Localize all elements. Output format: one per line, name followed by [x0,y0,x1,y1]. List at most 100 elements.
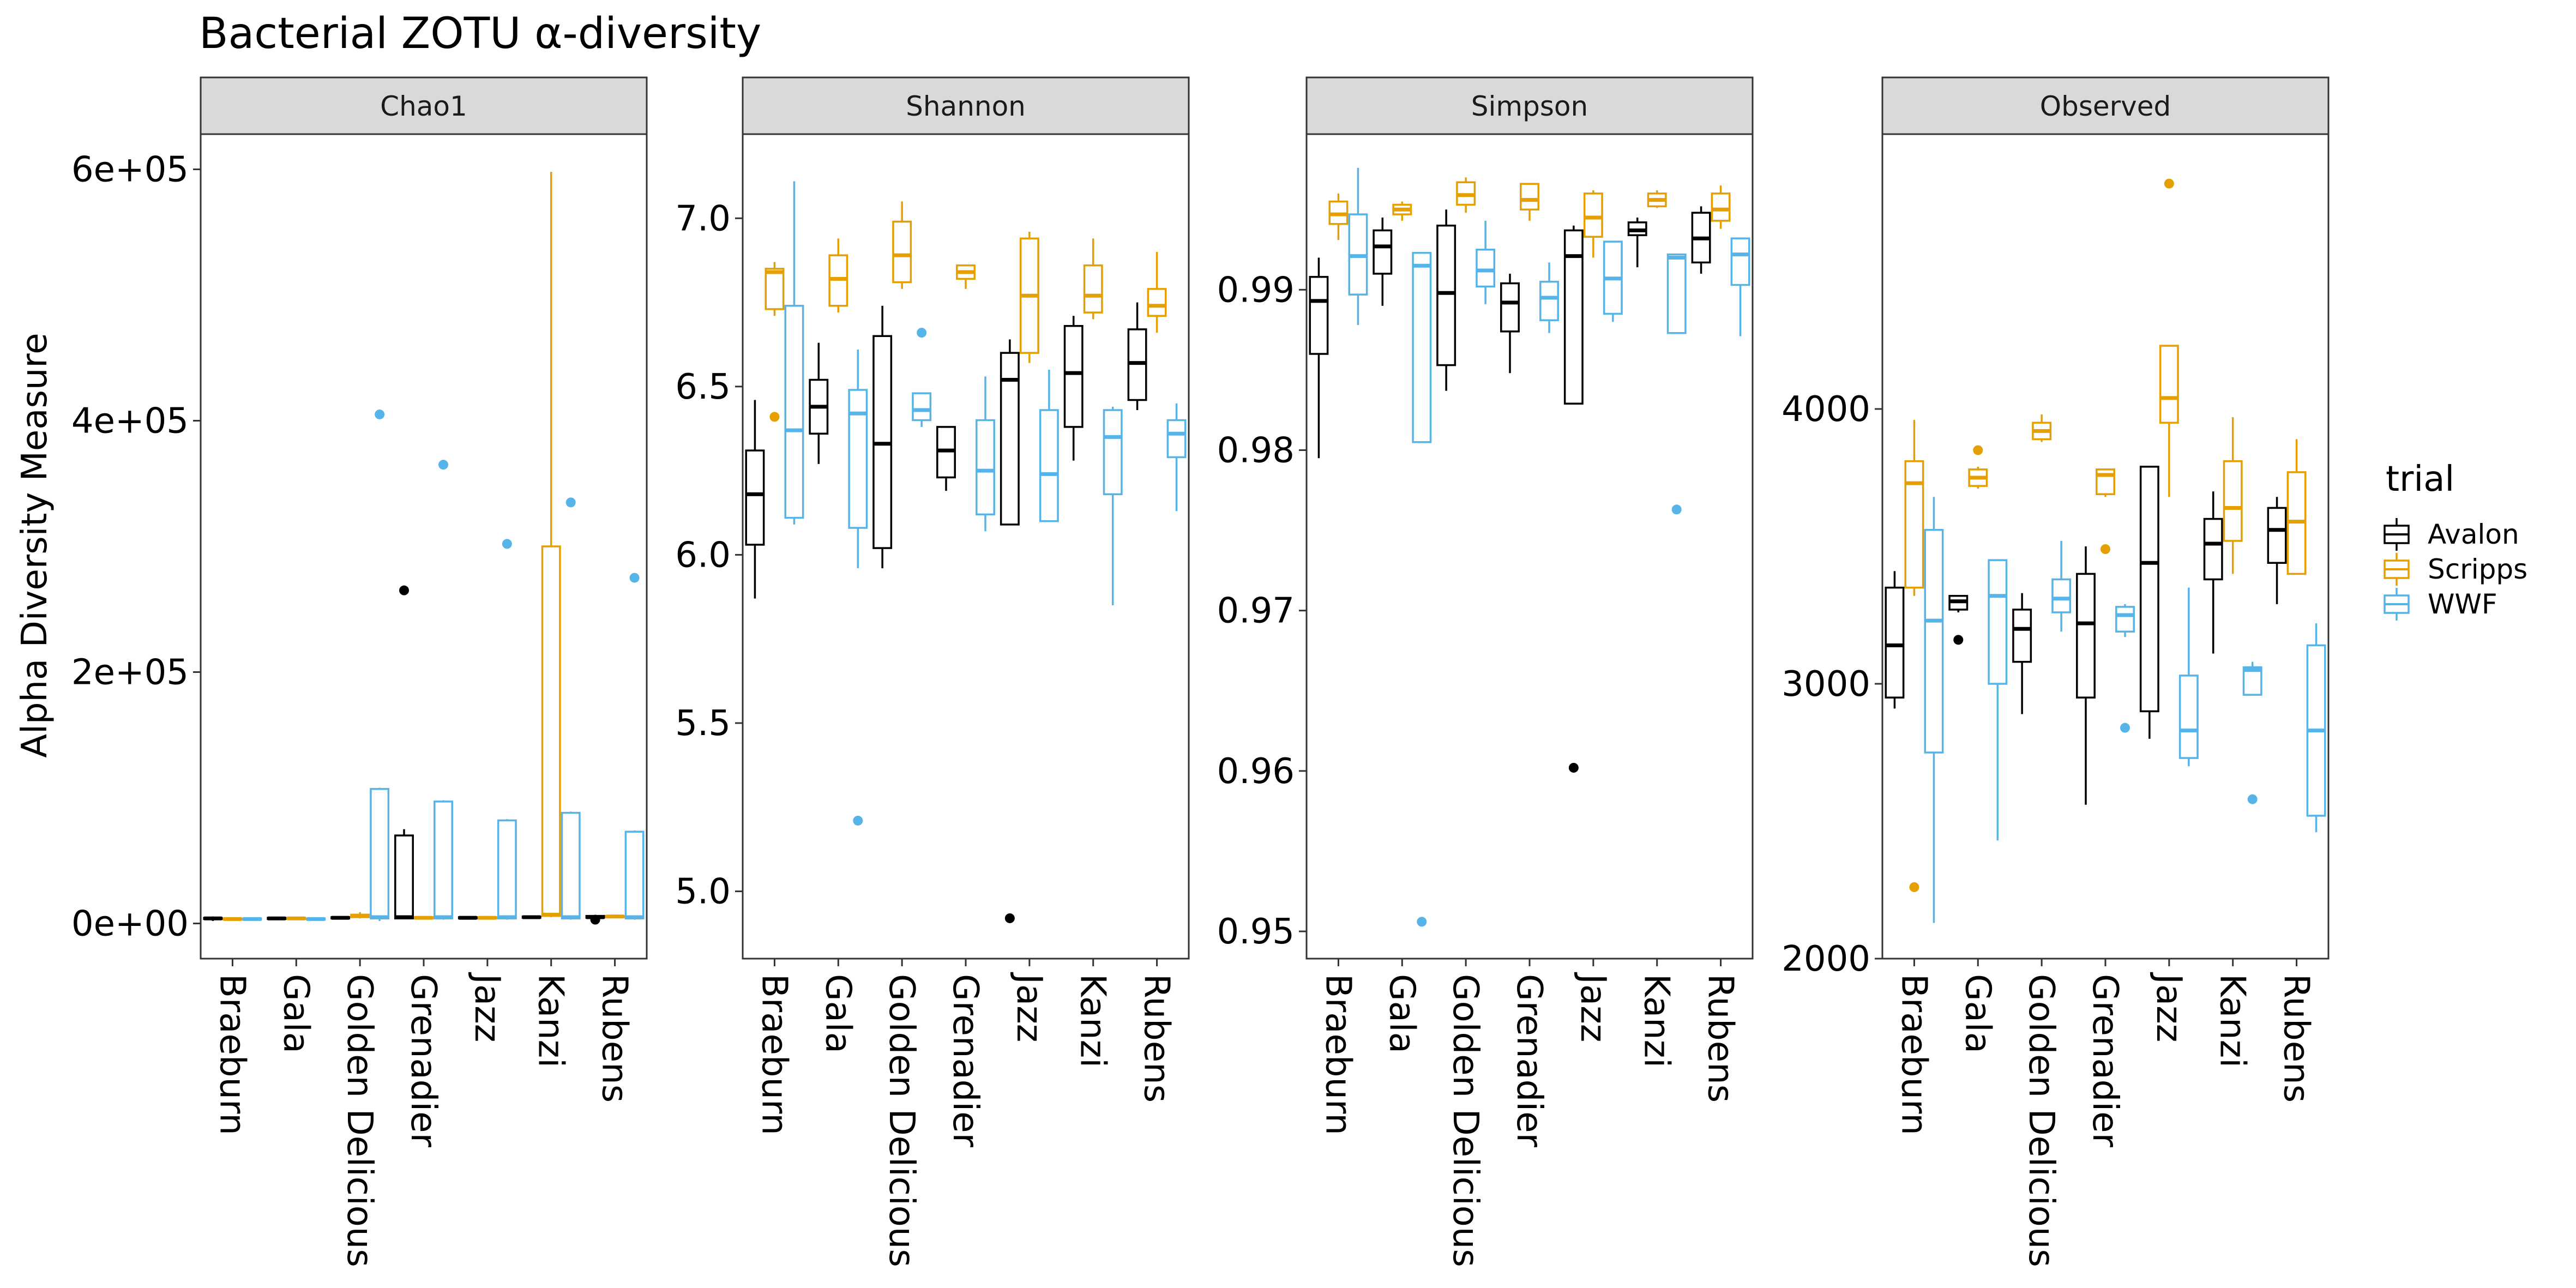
box-avalon [2267,497,2287,604]
y-tick-label: 6e+05 [71,150,189,190]
box-body [1730,237,1750,286]
outlier-point [1953,635,1964,645]
box-body [1563,229,1584,405]
outlier-point [1568,762,1579,773]
panel-chao1: Chao1 0e+00 2e+05 4e+05 6e+05 Braeburn Gala Gol… [71,76,648,1267]
outlier-point [629,573,640,583]
x-tick-label: Gala [275,974,316,1054]
outlier-point [853,815,863,826]
x-tick-label: Rubens [1700,974,1741,1103]
box-avalon [521,915,541,919]
y-tick-label: 2000 [1781,939,1870,979]
box-avalon [585,914,605,925]
box-wwf [1348,167,1368,326]
box-wwf [848,349,868,826]
box-scripps [222,917,243,921]
box-body [2223,460,2243,542]
box-body [784,304,804,519]
box-avalon [2203,491,2223,654]
box-avalon [872,305,893,569]
box-scripps [286,916,306,920]
box-body [1500,282,1520,333]
box-avalon [1000,339,1020,923]
panel-border [1881,133,2330,960]
outlier-point [2247,794,2258,804]
box-avalon [2139,466,2159,739]
box-avalon [1309,257,1329,459]
box-body [2076,573,2096,699]
box-avalon [2012,593,2032,714]
x-tick-label: Gala [1957,974,1997,1054]
box-wwf [242,917,262,921]
outlier-point [438,460,448,470]
box-wwf [2306,623,2326,833]
box-body [434,801,453,919]
panel-border [1305,133,1754,960]
x-tick-label: Golden Delicious [1445,974,1485,1267]
panel-observed: Observed 2000 3000 4000 Braeburn Gala Golden D… [1781,76,2330,1267]
y-tick-label: 6.5 [675,367,731,407]
x-tick-label: Grenadier [945,974,985,1147]
box-body [912,392,932,422]
box-body [1412,251,1432,443]
box-body [2267,507,2287,564]
box-wwf [2051,540,2072,632]
box-scripps [477,916,497,920]
box-body [1476,249,1496,288]
outlier-point [565,497,576,508]
box-wwf [1730,237,1750,336]
facet-strip [742,76,1190,135]
x-tick-label: Kanzi [1636,974,1677,1068]
x-tick-label: Braeburn [212,974,252,1135]
box-wwf [1039,370,1059,522]
box-wwf [306,917,326,921]
legend-title: trial [2386,459,2454,499]
box-body [1063,325,1084,428]
x-tick-label: Braeburn [1317,974,1358,1135]
box-wwf [784,181,804,525]
box-body [1039,409,1059,522]
box-avalon [394,585,414,919]
facet-strip-label: Chao1 [380,91,467,122]
x-tick-label: Jazz [1009,972,1049,1042]
box-body [624,830,645,919]
x-tick-label: Rubens [594,974,635,1103]
box-scripps [541,172,561,917]
box-body [2159,345,2179,424]
box-avalon [1127,302,1147,411]
box-wwf [1412,251,1432,927]
legend-item-scripps: Scripps [2384,553,2527,586]
box-scripps [1019,231,1039,363]
box-body [1373,229,1393,275]
box-wwf [1103,406,1123,605]
box-scripps [1968,445,1988,489]
y-tick-label: 0e+00 [71,904,189,944]
box-scripps [1711,185,1731,229]
box-wwf [1539,262,1559,333]
y-tick-label: 0.98 [1217,431,1295,471]
box-avalon [745,400,765,599]
y-tick-label: 0.95 [1217,912,1295,952]
box-scripps [828,238,848,313]
box-scripps [2032,414,2052,442]
x-tick-label: Braeburn [754,974,794,1135]
box-body [848,389,868,529]
box-avalon [2076,546,2096,805]
outlier-point [2120,723,2130,733]
y-tick-label: 6.0 [675,535,731,575]
outlier-point [769,412,780,422]
box-wwf [624,573,645,920]
box-body [1436,224,1456,366]
box-body [745,449,765,546]
legend-item-wwf: WWF [2384,588,2497,621]
box-avalon [809,342,829,464]
chart-title: Bacterial ZOTU α-diversity [199,9,761,58]
box-wwf [370,409,390,921]
y-tick-label: 0.96 [1217,751,1295,792]
outlier-point [1004,913,1015,923]
box-wwf [497,539,517,920]
box-body [370,788,390,919]
box-avalon [330,916,351,920]
box-body [892,220,912,284]
box-wwf [1924,497,1944,923]
